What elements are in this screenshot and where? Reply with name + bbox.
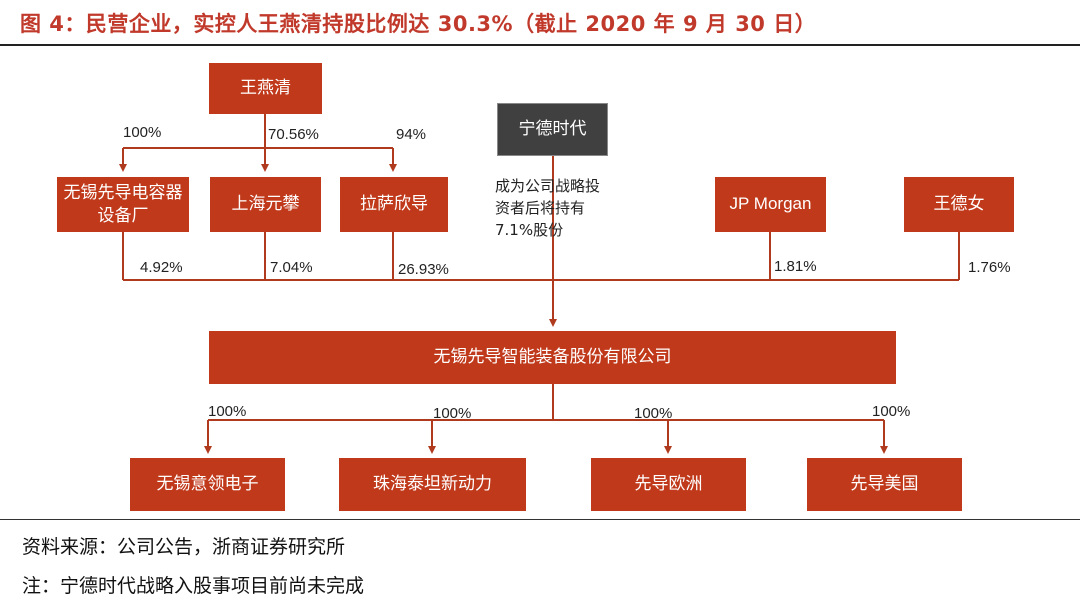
node-lasa-xindao: 拉萨欣导 <box>340 177 448 232</box>
label-capacitor-stake: 4.92% <box>140 259 183 276</box>
node-sub-europe: 先导欧洲 <box>591 458 746 511</box>
footer-divider <box>0 519 1080 520</box>
node-jp-morgan: JP Morgan <box>715 177 826 232</box>
label-sub-europe: 100% <box>634 405 673 422</box>
label-sub-taitan: 100% <box>433 405 472 422</box>
node-wang-denv: 王德女 <box>904 177 1014 232</box>
node-sub-usa: 先导美国 <box>807 458 962 511</box>
label-wang-capacitor: 100% <box>123 124 162 141</box>
node-catl: 宁德时代 <box>497 103 608 156</box>
node-wuxi-capacitor: 无锡先导电容器设备厂 <box>57 177 189 232</box>
figure-title: 图 4：民营企业，实控人王燕清持股比例达 30.3%（截止 2020 年 9 月… <box>20 12 817 36</box>
node-sub-taitan: 珠海泰坦新动力 <box>339 458 526 511</box>
label-wang-yuanpan: 70.56% <box>268 126 319 143</box>
footer-note: 注：宁德时代战略入股事项目前尚未完成 <box>22 575 365 597</box>
node-company: 无锡先导智能装备股份有限公司 <box>209 331 896 384</box>
node-wang-yanqing: 王燕清 <box>209 63 322 114</box>
label-yuanpan-stake: 7.04% <box>270 259 313 276</box>
label-sub-usa: 100% <box>872 403 911 420</box>
catl-note-line1: 成为公司战略投 <box>495 177 601 195</box>
label-xindao-stake: 26.93% <box>398 261 449 278</box>
label-sub-yiling: 100% <box>208 403 247 420</box>
label-jpm-stake: 1.81% <box>774 258 817 275</box>
title-divider <box>0 44 1080 46</box>
node-sub-yiling: 无锡意领电子 <box>130 458 285 511</box>
node-shanghai-yuanpan: 上海元攀 <box>210 177 321 232</box>
label-wang-xindao: 94% <box>396 126 427 143</box>
catl-note: 成为公司战略投 资者后将持有 7.1%股份 <box>495 176 600 241</box>
footer-source: 资料来源：公司公告，浙商证券研究所 <box>22 536 346 558</box>
catl-note-line3: 7.1%股份 <box>495 220 564 239</box>
label-wangdenv-stake: 1.76% <box>968 259 1011 276</box>
catl-note-line2: 资者后将持有 <box>495 198 586 217</box>
